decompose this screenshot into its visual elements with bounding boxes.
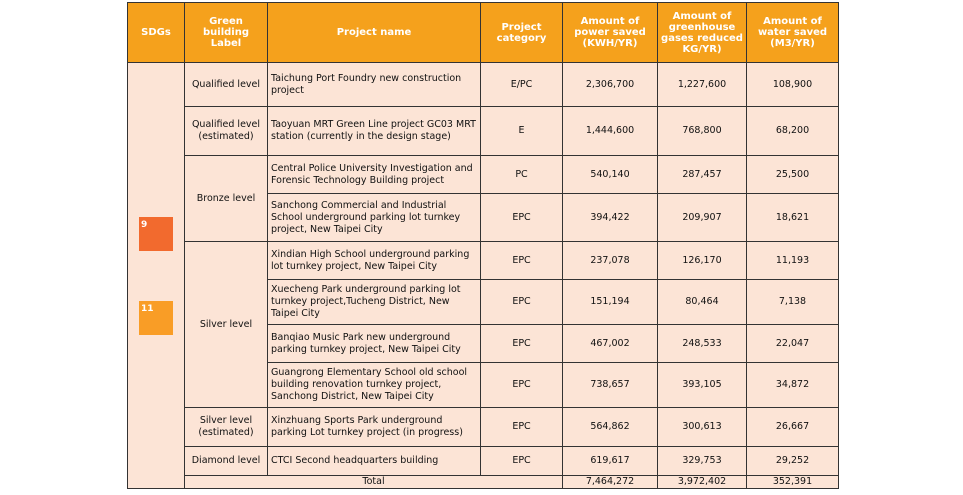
project-cell: Central Police University Investigation …	[267, 155, 481, 194]
water-cell: 26,667	[746, 407, 839, 447]
sdg-icon: 11	[139, 300, 173, 335]
water-cell: 68,200	[746, 106, 839, 156]
label-cell: Silver level (estimated)	[184, 407, 268, 447]
ghg-cell: 300,613	[657, 407, 747, 447]
power-cell: 467,002	[562, 324, 658, 363]
ghg-cell: 80,464	[657, 279, 747, 325]
power-cell: 1,444,600	[562, 106, 658, 156]
table-row: Silver level (estimated) Xinzhuang Sports…	[128, 407, 839, 447]
project-cell: Taoyuan MRT Green Line project GC03 MRT …	[267, 106, 481, 156]
ghg-cell: 126,170	[657, 241, 747, 280]
power-cell: 738,657	[562, 362, 658, 408]
power-cell: 394,422	[562, 193, 658, 242]
project-cell: Guangrong Elementary School old school b…	[267, 362, 481, 408]
table-body: 9 11 Qualified level Taichung Port Foundry …	[127, 62, 839, 489]
power-cell: 619,617	[562, 446, 658, 476]
ghg-cell: 1,227,600	[657, 62, 747, 107]
total-power: 7,464,272	[562, 475, 658, 489]
label-cell: Diamond level	[184, 446, 268, 476]
header-cell: Amount of water saved (M3/YR)	[746, 2, 839, 63]
total-label: Total	[184, 475, 563, 489]
table-row: Diamond level CTCI Second headquarters bu…	[128, 446, 839, 476]
category-cell: EPC	[480, 446, 563, 476]
project-cell: CTCI Second headquarters building	[267, 446, 481, 476]
header-cell: Project category	[480, 2, 563, 63]
label-cell: Bronze level	[184, 155, 268, 242]
category-cell: PC	[480, 155, 563, 194]
table-row: Banqiao Music Park new underground parki…	[128, 324, 839, 363]
water-cell: 34,872	[746, 362, 839, 408]
table-row: Sanchong Commercial and Industrial Schoo…	[128, 193, 839, 242]
table-row: Xuecheng Park underground parking lot tu…	[128, 279, 839, 325]
ghg-cell: 287,457	[657, 155, 747, 194]
water-cell: 18,621	[746, 193, 839, 242]
sdg-icon: 9	[139, 216, 173, 251]
label-cell: Qualified level (estimated)	[184, 106, 268, 156]
project-cell: Xinzhuang Sports Park underground parkin…	[267, 407, 481, 447]
project-cell: Xindian High School underground parking …	[267, 241, 481, 280]
category-cell: EPC	[480, 241, 563, 280]
table-row: Qualified level (estimated) Taoyuan MRT G…	[128, 106, 839, 156]
category-cell: EPC	[480, 279, 563, 325]
water-cell: 108,900	[746, 62, 839, 107]
power-cell: 2,306,700	[562, 62, 658, 107]
category-cell: EPC	[480, 324, 563, 363]
power-cell: 237,078	[562, 241, 658, 280]
ghg-cell: 209,907	[657, 193, 747, 242]
sdg-cell: 9 11	[127, 62, 185, 489]
table-row: Bronze level Central Police University In…	[128, 155, 839, 242]
water-cell: 25,500	[746, 155, 839, 194]
header-cell: Green building Label	[184, 2, 268, 63]
label-cell: Qualified level	[184, 62, 268, 107]
header-row: SDGs Green building Label Project name Proj…	[127, 2, 839, 63]
project-cell: Taichung Port Foundry new construction p…	[267, 62, 481, 107]
table-row: Silver level Xindian High School undergro…	[128, 241, 839, 408]
water-cell: 11,193	[746, 241, 839, 280]
project-cell: Banqiao Music Park new underground parki…	[267, 324, 481, 363]
category-cell: EPC	[480, 362, 563, 408]
total-water: 352,391	[746, 475, 839, 489]
ghg-cell: 393,105	[657, 362, 747, 408]
table-row: Guangrong Elementary School old school b…	[128, 362, 839, 408]
category-cell: EPC	[480, 407, 563, 447]
category-cell: EPC	[480, 193, 563, 242]
water-cell: 7,138	[746, 279, 839, 325]
power-cell: 540,140	[562, 155, 658, 194]
category-cell: E	[480, 106, 563, 156]
ghg-cell: 329,753	[657, 446, 747, 476]
project-cell: Sanchong Commercial and Industrial Schoo…	[267, 193, 481, 242]
header-cell: SDGs	[127, 2, 185, 63]
ghg-cell: 248,533	[657, 324, 747, 363]
header-cell: Amount of greenhouse gases reduced KG/YR…	[657, 2, 747, 63]
total-ghg: 3,972,402	[657, 475, 747, 489]
power-cell: 564,862	[562, 407, 658, 447]
water-cell: 29,252	[746, 446, 839, 476]
total-row: Total 7,464,272 3,972,402 352,391	[128, 475, 839, 489]
table: SDGs Green building Label Project name Proj…	[127, 2, 839, 489]
ghg-cell: 768,800	[657, 106, 747, 156]
table-row: 9 11 Qualified level Taichung Port Foundry …	[127, 62, 839, 489]
power-cell: 151,194	[562, 279, 658, 325]
header-cell: Project name	[267, 2, 481, 63]
category-cell: E/PC	[480, 62, 563, 107]
table-wrap: SDGs Green building Label Project name Proj…	[127, 2, 839, 489]
label-cell: Silver level	[184, 241, 268, 408]
header-cell: Amount of power saved (KWH/YR)	[562, 2, 658, 63]
project-cell: Xuecheng Park underground parking lot tu…	[267, 279, 481, 325]
water-cell: 22,047	[746, 324, 839, 363]
